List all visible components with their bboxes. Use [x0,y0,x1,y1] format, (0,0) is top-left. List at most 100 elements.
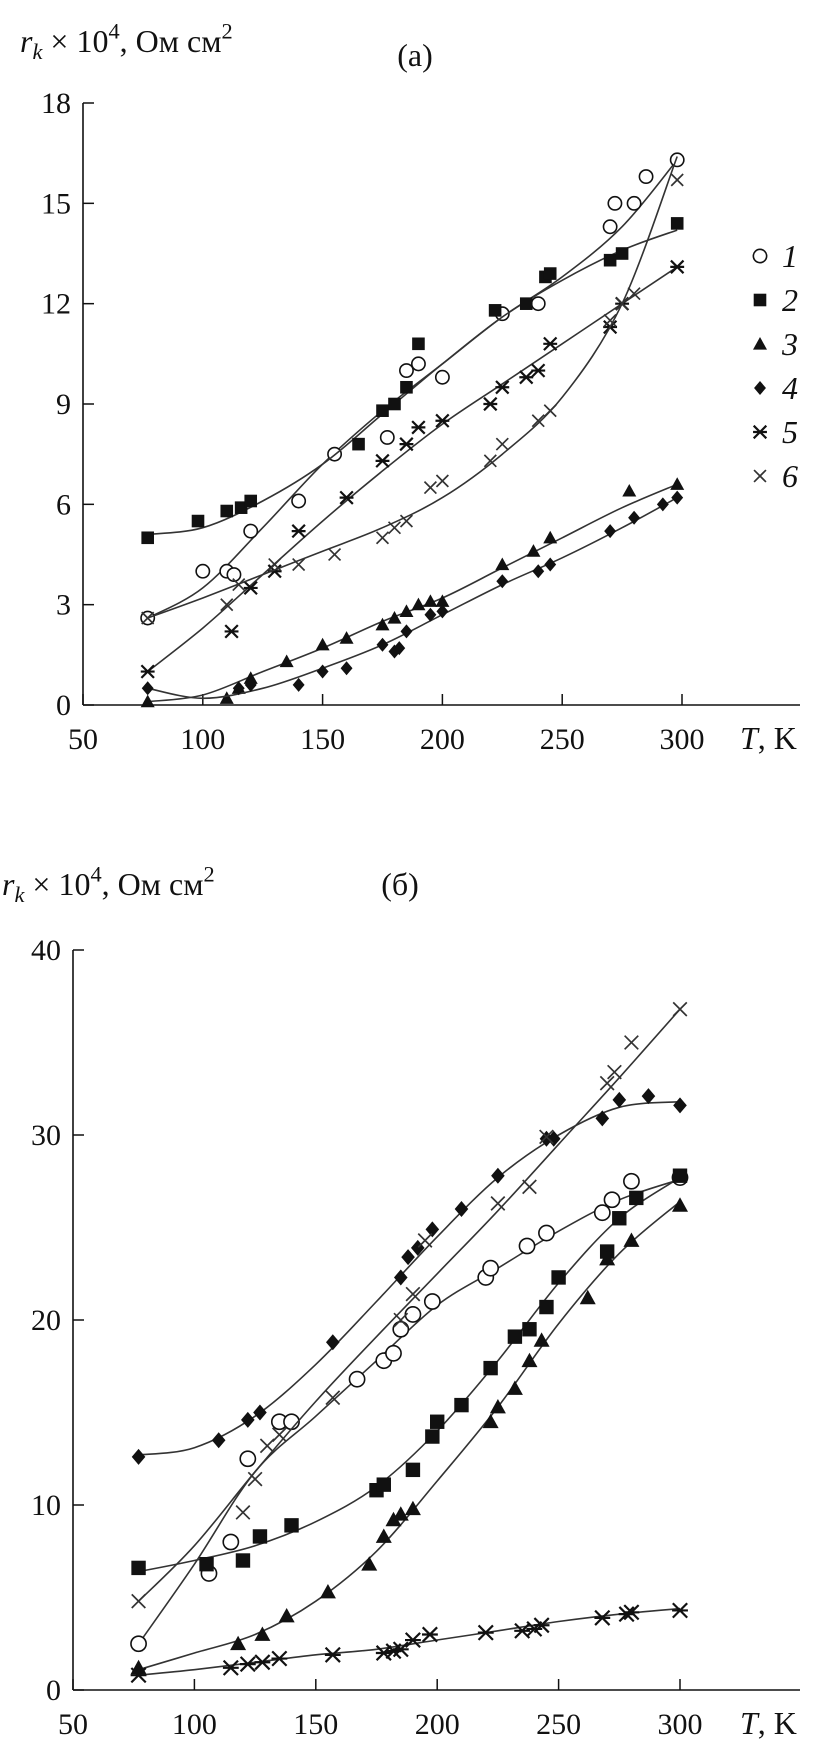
data-point [375,1528,392,1543]
data-point [454,1201,469,1217]
legend-item-4: 4 [754,370,798,406]
data-point [483,396,498,412]
data-point [375,1645,392,1661]
data-point [482,1413,499,1429]
legend-item-5: 5 [752,414,798,450]
data-point [388,397,401,411]
y-tick-label: 9 [56,388,71,421]
data-point [607,1064,622,1080]
y-tick-label: 40 [31,934,61,967]
data-point [348,1370,366,1388]
data-point [254,1626,271,1641]
data-point [253,1404,267,1421]
data-point [404,1306,422,1323]
x-tick-label: 200 [415,1708,460,1741]
data-point [526,544,541,557]
data-point [482,1259,500,1277]
data-point [316,664,329,679]
y-tick-label: 18 [41,87,71,120]
data-point [404,1500,421,1516]
data-point [230,1635,247,1651]
data-point [252,1529,268,1544]
data-point [519,297,533,310]
data-point [483,454,497,468]
data-point [279,654,294,668]
data-point [220,504,234,518]
data-point [291,524,306,539]
data-point [387,611,402,624]
legend-label: 5 [782,414,798,450]
data-point [671,490,684,505]
data-point [454,1397,469,1413]
data-point [624,1035,639,1050]
data-point [131,1560,146,1576]
data-point [393,1312,409,1328]
data-point [670,259,685,274]
data-point [130,1659,147,1675]
data-point [405,1462,421,1478]
x-axis-label: T, K [740,720,797,756]
data-point [191,514,205,528]
data-point [638,169,654,185]
data-point [615,247,629,260]
data-point [421,1626,438,1643]
data-point [495,380,510,395]
data-point [595,1110,610,1127]
data-point [385,1511,402,1527]
data-point [531,363,546,378]
data-point [376,637,389,652]
data-point [519,370,534,385]
data-point [423,1293,441,1310]
data-point [340,661,353,676]
x-tick-label: 300 [658,1708,703,1741]
data-point [627,287,641,301]
data-point [259,1438,275,1454]
data-point [622,483,637,497]
data-point [672,1602,688,1619]
legend-label: 1 [782,238,798,274]
series-1-curve [137,1178,681,1645]
data-point [244,494,258,508]
legend-marker [752,424,768,440]
data-point [328,547,342,562]
data-point [130,1667,147,1684]
data-point [399,604,414,617]
data-point [538,1224,555,1242]
legend-marker [753,337,767,350]
data-point [141,611,155,625]
data-point [641,1088,656,1105]
series-5 [130,1602,688,1684]
data-point [539,1129,554,1145]
data-point [543,530,558,544]
x-tick-label: 150 [293,1708,338,1741]
data-point [393,641,406,656]
series-2-curve [138,1176,681,1573]
data-point [623,1232,640,1247]
legend-marker [754,381,766,395]
data-point [434,369,450,385]
data-point [404,1632,421,1649]
data-point [379,429,395,445]
data-point [623,1172,640,1190]
data-point [615,297,629,311]
data-point [669,152,685,168]
series-5-curve [147,266,678,673]
data-point [232,578,246,592]
y-tick-label: 6 [56,488,71,521]
data-point [530,296,546,312]
data-point [211,1432,226,1449]
x-tick-label: 50 [68,723,98,756]
chart-panel-b: 0 10 20 30 40 50 100 150 200 250 300 rk × 104, Ом с… [2,862,800,1741]
data-point [628,510,641,525]
data-point [278,1608,295,1623]
data-point [672,1197,688,1212]
data-point [539,1299,554,1315]
legend-label: 3 [781,326,798,362]
data-point [375,617,390,631]
panel-title: (а) [397,37,433,73]
data-point [603,1191,621,1209]
data-point [140,694,155,708]
chart-legend: 1 2 3 4 5 6 [752,238,798,494]
